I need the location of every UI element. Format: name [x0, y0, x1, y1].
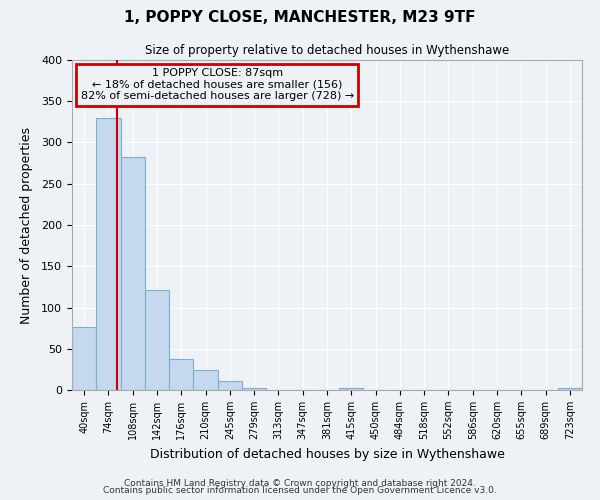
Bar	[169, 360, 193, 390]
Bar	[339, 388, 364, 390]
Bar	[96, 118, 121, 390]
Title: Size of property relative to detached houses in Wythenshawe: Size of property relative to detached ho…	[145, 44, 509, 58]
Text: Contains public sector information licensed under the Open Government Licence v3: Contains public sector information licen…	[103, 486, 497, 495]
Bar	[242, 388, 266, 390]
Y-axis label: Number of detached properties: Number of detached properties	[20, 126, 33, 324]
Text: 1 POPPY CLOSE: 87sqm
← 18% of detached houses are smaller (156)
82% of semi-deta: 1 POPPY CLOSE: 87sqm ← 18% of detached h…	[81, 68, 354, 102]
Bar	[72, 328, 96, 390]
X-axis label: Distribution of detached houses by size in Wythenshawe: Distribution of detached houses by size …	[149, 448, 505, 460]
Bar	[193, 370, 218, 390]
Bar	[218, 381, 242, 390]
Bar	[558, 388, 582, 390]
Text: 1, POPPY CLOSE, MANCHESTER, M23 9TF: 1, POPPY CLOSE, MANCHESTER, M23 9TF	[124, 10, 476, 25]
Text: Contains HM Land Registry data © Crown copyright and database right 2024.: Contains HM Land Registry data © Crown c…	[124, 478, 476, 488]
Bar	[121, 156, 145, 390]
Bar	[145, 290, 169, 390]
